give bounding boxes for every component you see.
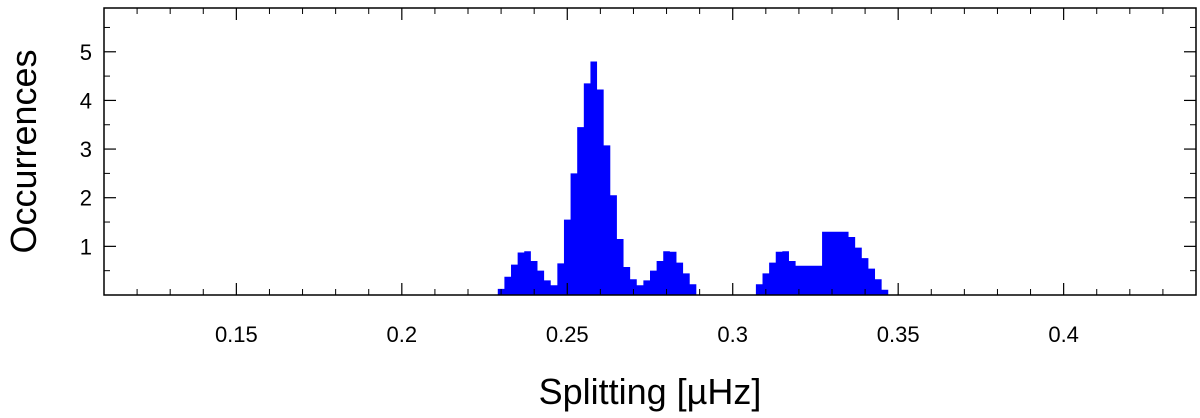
- plot-frame: [103, 7, 1197, 296]
- x-tick-label: 0.3: [717, 322, 748, 347]
- series-layer: [497, 61, 889, 296]
- x-tick-label: 0.2: [387, 322, 418, 347]
- x-tick-label: 0.35: [877, 322, 920, 347]
- ticks-layer: [103, 8, 1197, 295]
- y-tick-label: 5: [80, 40, 92, 65]
- x-tick-label: 0.25: [546, 322, 589, 347]
- x-axis-title: Splitting [µHz]: [539, 371, 762, 412]
- y-tick-label: 1: [80, 234, 92, 259]
- x-tick-label: 0.4: [1048, 322, 1079, 347]
- y-axis-title: Occurrences: [3, 49, 44, 253]
- y-tick-label: 2: [80, 186, 92, 211]
- histogram-series-0: [497, 61, 889, 296]
- tick-labels-layer: 0.15 0.2 0.25 0.3 0.35 0.4 1 2 3 4 5: [80, 40, 1079, 347]
- y-tick-label: 4: [80, 88, 92, 113]
- x-tick-label: 0.15: [215, 322, 258, 347]
- y-tick-label: 3: [80, 137, 92, 162]
